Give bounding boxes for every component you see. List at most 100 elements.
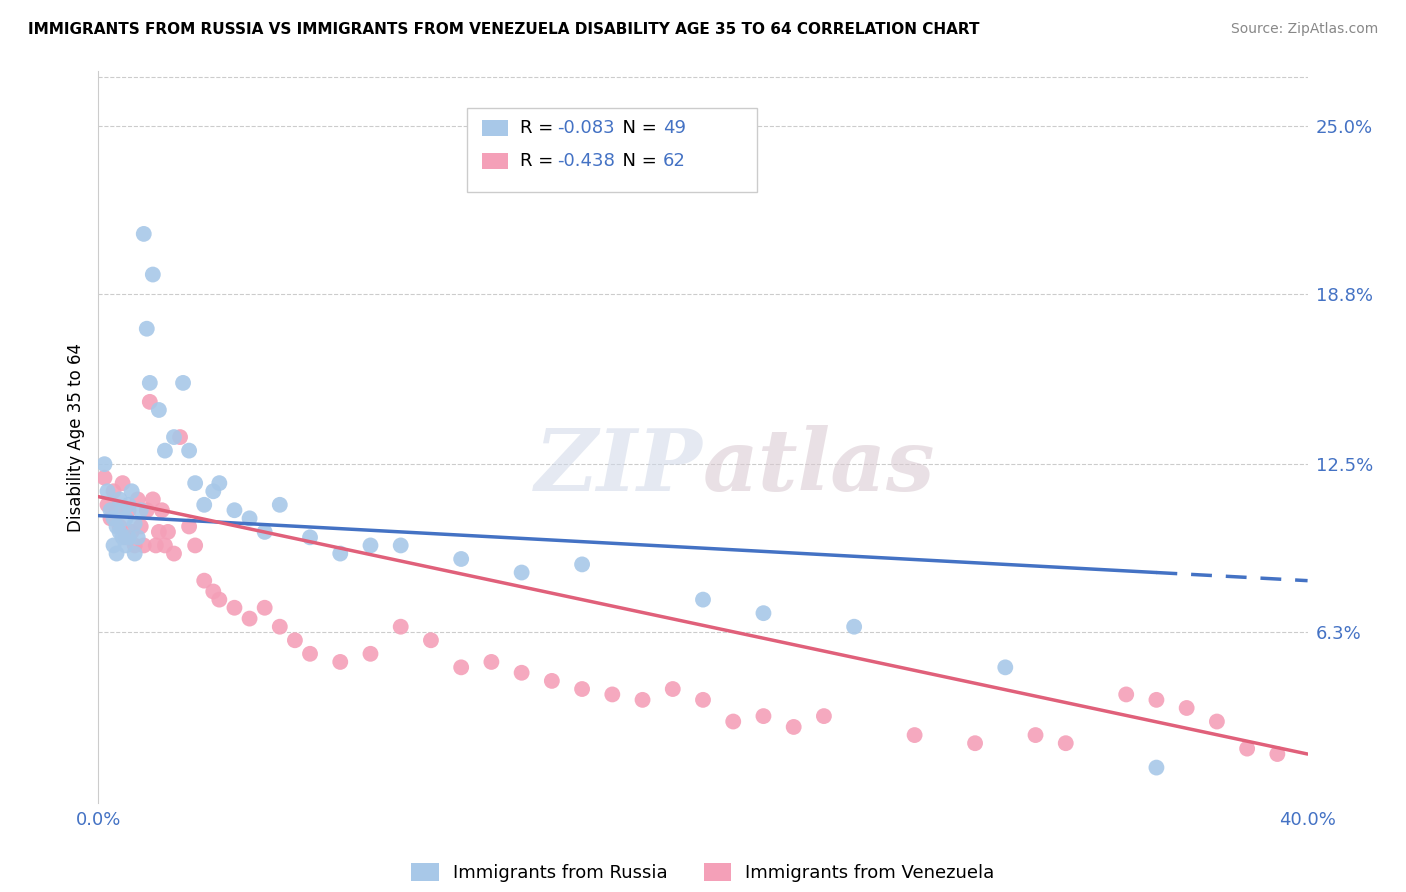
Point: [139, 395, 162, 409]
Point: [163, 547, 186, 561]
Point: [118, 498, 141, 512]
FancyBboxPatch shape: [482, 153, 509, 169]
Point: [202, 584, 225, 599]
Point: [114, 530, 136, 544]
Point: [153, 538, 176, 552]
Point: [127, 530, 149, 544]
Text: 62: 62: [664, 152, 686, 169]
Text: N =: N =: [612, 120, 662, 137]
Point: [108, 492, 131, 507]
Point: [142, 268, 165, 282]
Point: [105, 547, 128, 561]
Point: [121, 524, 143, 539]
Point: [148, 403, 170, 417]
Point: [111, 476, 134, 491]
Point: [163, 430, 186, 444]
Point: [202, 484, 225, 499]
Point: [103, 511, 125, 525]
Text: IMMIGRANTS FROM RUSSIA VS IMMIGRANTS FROM VENEZUELA DISABILITY AGE 35 TO 64 CORR: IMMIGRANTS FROM RUSSIA VS IMMIGRANTS FRO…: [28, 22, 980, 37]
Point: [389, 620, 412, 634]
Point: [965, 736, 987, 750]
Point: [224, 600, 246, 615]
Point: [1054, 736, 1077, 750]
Text: atlas: atlas: [703, 425, 935, 508]
Point: [93, 471, 115, 485]
Text: -0.438: -0.438: [557, 152, 614, 169]
Point: [129, 519, 152, 533]
Point: [360, 538, 382, 552]
Point: [124, 516, 146, 531]
Point: [193, 574, 215, 588]
Point: [135, 503, 157, 517]
Point: [96, 498, 118, 512]
Point: [1175, 701, 1198, 715]
Point: [208, 592, 231, 607]
Point: [96, 484, 118, 499]
Point: [139, 376, 162, 390]
FancyBboxPatch shape: [482, 120, 509, 136]
Point: [844, 620, 866, 634]
Point: [420, 633, 443, 648]
Point: [723, 714, 745, 729]
Point: [103, 538, 125, 552]
Point: [1206, 714, 1229, 729]
Point: [100, 511, 122, 525]
Point: [108, 519, 131, 533]
Point: [105, 519, 128, 533]
Point: [253, 600, 276, 615]
Point: [111, 530, 134, 544]
Text: R =: R =: [520, 152, 560, 169]
Point: [132, 227, 155, 241]
Point: [156, 524, 179, 539]
Point: [172, 376, 194, 390]
Point: [510, 566, 533, 580]
Point: [132, 538, 155, 552]
Point: [329, 547, 352, 561]
Point: [994, 660, 1017, 674]
Point: [631, 693, 654, 707]
Point: [145, 538, 167, 552]
Point: [389, 538, 412, 552]
Point: [208, 476, 231, 491]
Point: [127, 492, 149, 507]
Point: [124, 538, 146, 552]
Point: [1144, 761, 1167, 775]
Point: [269, 620, 291, 634]
Text: ZIP: ZIP: [536, 425, 703, 508]
Point: [571, 681, 593, 696]
Point: [481, 655, 503, 669]
Legend: Immigrants from Russia, Immigrants from Venezuela: Immigrants from Russia, Immigrants from …: [405, 855, 1001, 889]
Point: [299, 647, 322, 661]
Point: [904, 728, 927, 742]
Point: [253, 524, 276, 539]
Point: [153, 443, 176, 458]
Point: [169, 430, 191, 444]
Point: [224, 503, 246, 517]
Text: 49: 49: [664, 120, 686, 137]
Point: [121, 484, 143, 499]
FancyBboxPatch shape: [467, 108, 758, 192]
Point: [108, 524, 131, 539]
Point: [93, 457, 115, 471]
Point: [124, 547, 146, 561]
Point: [184, 538, 207, 552]
Point: [148, 524, 170, 539]
Point: [269, 498, 291, 512]
Point: [142, 492, 165, 507]
Point: [135, 322, 157, 336]
Point: [360, 647, 382, 661]
Point: [692, 693, 714, 707]
Point: [111, 503, 134, 517]
Point: [193, 498, 215, 512]
Point: [571, 558, 593, 572]
Point: [284, 633, 307, 648]
Point: [179, 443, 201, 458]
Text: -0.083: -0.083: [557, 120, 614, 137]
Point: [179, 519, 201, 533]
Point: [540, 673, 562, 688]
Point: [150, 503, 173, 517]
Y-axis label: Disability Age 35 to 64: Disability Age 35 to 64: [66, 343, 84, 532]
Text: Source: ZipAtlas.com: Source: ZipAtlas.com: [1230, 22, 1378, 37]
Point: [329, 655, 352, 669]
Point: [1115, 688, 1137, 702]
